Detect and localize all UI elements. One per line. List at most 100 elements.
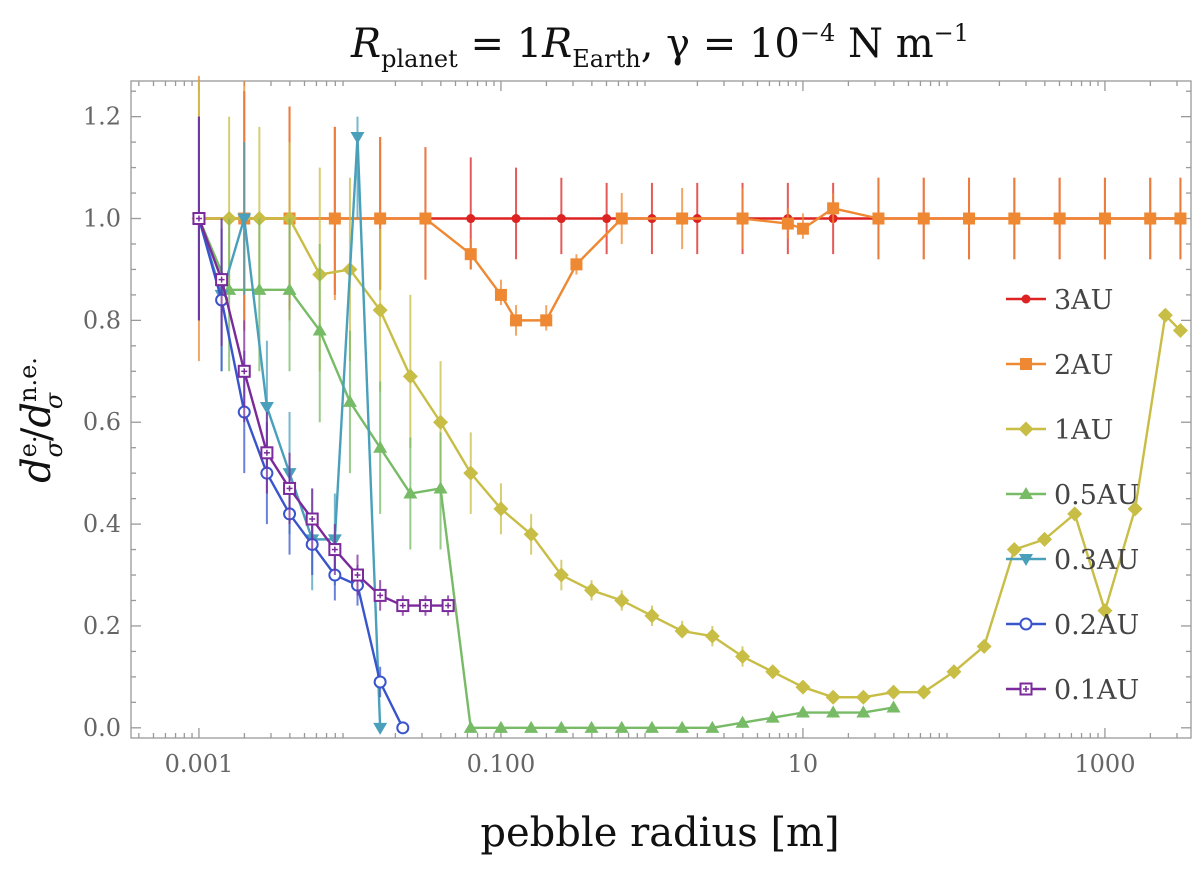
data-point: [215, 273, 229, 287]
data-point: [403, 486, 418, 499]
legend-label-2AU: 2AU: [1054, 350, 1113, 381]
data-point: [675, 720, 690, 733]
data-point: [373, 588, 387, 602]
data-point: [524, 720, 539, 733]
data-point: [796, 222, 809, 235]
data-point: [396, 599, 410, 613]
data-point: [328, 212, 341, 225]
data-point: [373, 440, 388, 453]
series-line-0.2AU: [197, 218, 404, 729]
data-point: [676, 212, 689, 225]
data-point: [781, 217, 794, 230]
data-point: [1144, 212, 1157, 225]
series-line-1AU: [198, 217, 1182, 699]
y-tick-label: 0.4: [83, 510, 121, 538]
legend-marker-1AU: [1018, 421, 1034, 437]
data-point: [282, 282, 297, 295]
data-point: [735, 649, 751, 665]
x-axis-label: pebble radius [m]: [480, 810, 839, 856]
data-point: [283, 481, 297, 495]
data-point: [615, 212, 628, 225]
y-tick-label: 0.8: [83, 306, 121, 334]
data-point: [396, 721, 410, 735]
data-point: [374, 212, 387, 225]
y-tick-label: 1.2: [83, 103, 121, 131]
data-point: [976, 638, 992, 654]
svg-text:de.σ/dn.e.σ: de.σ/dn.e.σ: [14, 357, 68, 483]
data-point: [511, 214, 521, 224]
legend-marker-3AU: [1021, 294, 1031, 304]
data-point: [1006, 542, 1022, 558]
data-point: [570, 258, 583, 271]
legend-marker-0.5AU: [1019, 487, 1033, 499]
data-point: [674, 623, 690, 639]
data-point: [1037, 531, 1053, 547]
data-point: [584, 720, 599, 733]
legend-label-1AU: 1AU: [1054, 415, 1113, 446]
x-tick-label: 10: [788, 750, 819, 778]
data-point: [827, 202, 840, 215]
chart-title: Rplanet = 1REarth, γ = 10−4 N m−1: [350, 19, 969, 73]
data-point: [1174, 212, 1187, 225]
data-point: [433, 481, 448, 494]
legend: 3AU 2AU 1AU 0.5AU 0.3AU 0.2AU 0.1AU: [1006, 285, 1139, 706]
legend-label-0.5AU: 0.5AU: [1054, 480, 1139, 511]
legend-label-0.1AU: 0.1AU: [1054, 675, 1139, 706]
data-point: [704, 628, 720, 644]
data-point: [305, 512, 319, 526]
data-point: [1127, 501, 1143, 517]
data-point: [463, 465, 479, 481]
data-point: [886, 684, 902, 700]
data-point: [350, 132, 365, 145]
data-point: [765, 664, 781, 680]
data-point: [342, 394, 357, 407]
legend-marker-2AU: [1020, 358, 1032, 370]
series-0.5AU: [191, 116, 901, 733]
data-point: [1067, 506, 1083, 522]
data-point: [795, 705, 810, 718]
data-point: [553, 567, 569, 583]
data-point: [705, 720, 720, 733]
data-point: [644, 608, 660, 624]
legend-marker-0.3AU: [1019, 554, 1033, 566]
data-point: [602, 214, 612, 224]
legend-label-3AU: 3AU: [1054, 285, 1113, 316]
data-point: [554, 720, 569, 733]
data-point: [856, 705, 871, 718]
data-point: [441, 599, 455, 613]
data-point: [463, 720, 478, 733]
y-tick-label: 1.0: [83, 205, 121, 233]
data-point: [259, 401, 274, 414]
series-3AU: [194, 91, 1185, 321]
data-point: [735, 715, 750, 728]
data-point: [855, 689, 871, 705]
data-point: [736, 212, 749, 225]
data-point: [916, 684, 932, 700]
data-point: [826, 705, 841, 718]
data-point: [493, 501, 509, 517]
data-point: [614, 720, 629, 733]
data-point: [1172, 323, 1188, 339]
legend-label-0.2AU: 0.2AU: [1054, 610, 1139, 641]
data-point: [644, 720, 659, 733]
data-point: [1157, 307, 1173, 323]
data-point: [872, 212, 885, 225]
x-tick-label: 1000: [1074, 750, 1135, 778]
data-point: [192, 212, 206, 226]
data-point: [372, 302, 388, 318]
data-point: [614, 592, 630, 608]
data-point: [886, 700, 901, 713]
data-point: [540, 314, 553, 327]
data-point: [963, 212, 976, 225]
data-point: [917, 212, 930, 225]
data-point: [1097, 603, 1113, 619]
data-point: [510, 314, 523, 327]
plot-area: 0.001 0.100 10 1000 0.0 0.2 0.4 0.6 0.8 1.0 1.2: [83, 75, 1192, 778]
data-point: [466, 214, 476, 224]
data-point: [1008, 212, 1021, 225]
data-point: [252, 282, 267, 295]
data-point: [1098, 212, 1111, 225]
y-tick-label: 0.6: [83, 408, 121, 436]
series-2AU: [192, 75, 1187, 362]
